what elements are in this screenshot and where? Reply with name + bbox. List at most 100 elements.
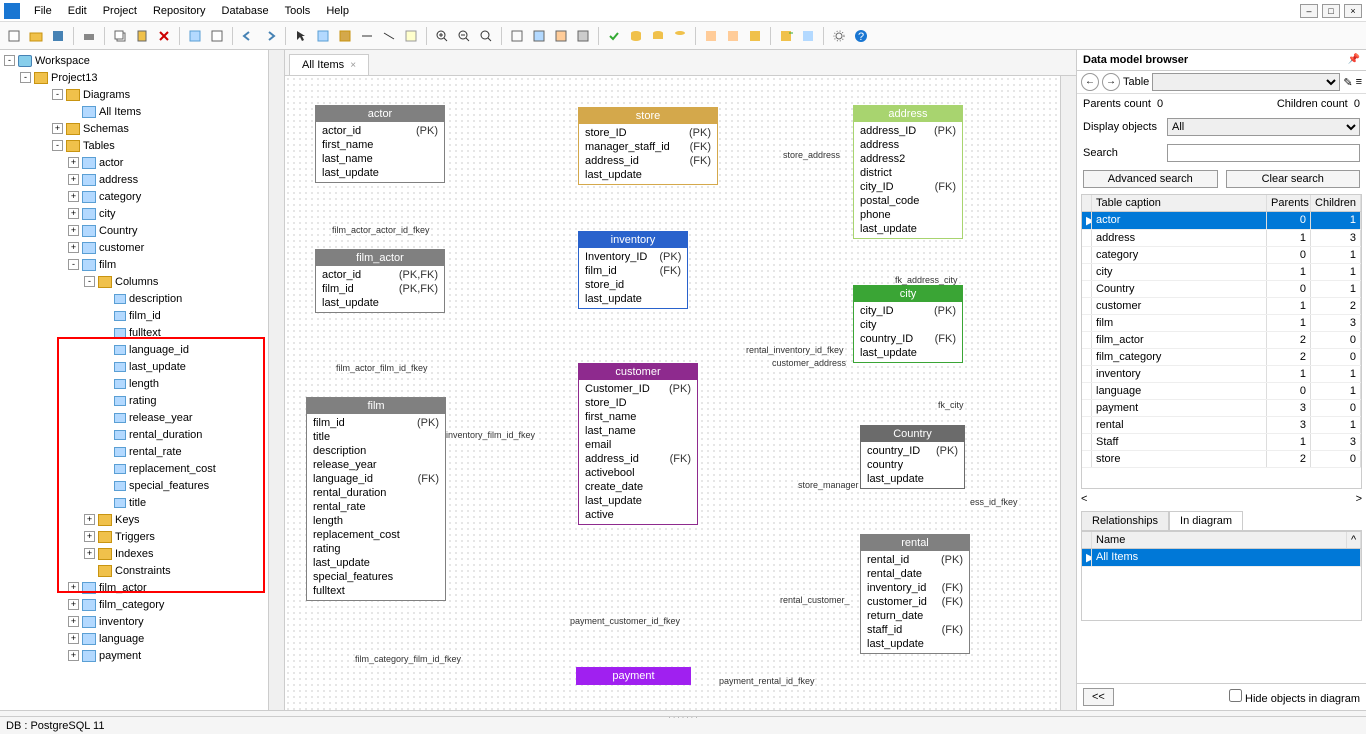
tree-item[interactable]: +city [2, 205, 282, 222]
tree-item[interactable]: -Diagrams [2, 86, 282, 103]
tree-item[interactable]: +customer [2, 239, 282, 256]
col-parents[interactable]: Parents [1267, 195, 1311, 211]
back-button[interactable]: << [1083, 688, 1114, 706]
db3-icon[interactable] [670, 26, 690, 46]
tree-toggle[interactable]: + [68, 174, 79, 185]
tree-scrollbar[interactable] [268, 50, 284, 710]
tree-item[interactable]: +film_category [2, 596, 282, 613]
display-select[interactable]: All [1167, 118, 1360, 136]
tree-item[interactable]: rating [2, 392, 282, 409]
entity-column[interactable]: last_update [318, 166, 442, 180]
tree-item[interactable]: last_update [2, 358, 282, 375]
open-icon[interactable] [26, 26, 46, 46]
tree-item[interactable]: -Tables [2, 137, 282, 154]
entity-column[interactable]: actor_id(PK) [318, 124, 442, 138]
tree-toggle[interactable]: + [68, 650, 79, 661]
entity-column[interactable]: rental_id(PK) [863, 553, 967, 567]
entity-column[interactable]: city [856, 318, 960, 332]
advanced-search-button[interactable]: Advanced search [1083, 170, 1218, 188]
entity-film_actor[interactable]: film_actoractor_id(PK,FK)film_id(PK,FK)l… [315, 249, 445, 313]
tree-item[interactable]: fulltext [2, 324, 282, 341]
table-row[interactable]: category01 [1082, 247, 1361, 264]
entity-column[interactable]: city_ID(FK) [856, 180, 960, 194]
scroll-right-icon[interactable]: > [1356, 493, 1362, 505]
grid2-icon[interactable] [529, 26, 549, 46]
entity-column[interactable]: rental_rate [309, 500, 443, 514]
entity-column[interactable]: last_update [863, 472, 962, 486]
tree-item[interactable]: description [2, 290, 282, 307]
tree-toggle[interactable]: - [68, 259, 79, 270]
entity-column[interactable]: title [309, 430, 443, 444]
diagram-tab[interactable]: All Items × [289, 54, 369, 75]
entity-payment[interactable]: payment [576, 667, 691, 685]
note-icon[interactable] [401, 26, 421, 46]
col-caption[interactable]: Table caption [1092, 195, 1267, 211]
tree-item[interactable]: replacement_cost [2, 460, 282, 477]
entity-store[interactable]: storestore_ID(PK)manager_staff_id(FK)add… [578, 107, 718, 185]
entity-column[interactable]: last_name [318, 152, 442, 166]
col-name[interactable]: Name [1092, 532, 1347, 548]
tree-item[interactable]: language_id [2, 341, 282, 358]
tree-toggle[interactable]: + [68, 242, 79, 253]
table-row[interactable]: rental31 [1082, 417, 1361, 434]
tree-item[interactable]: Constraints [2, 562, 282, 579]
tree-item[interactable]: -film [2, 256, 282, 273]
tree-toggle[interactable]: - [20, 72, 31, 83]
relation-icon[interactable] [357, 26, 377, 46]
redo-icon[interactable] [260, 26, 280, 46]
entity-column[interactable]: store_id [581, 278, 685, 292]
entity-column[interactable]: film_id(PK) [309, 416, 443, 430]
props-icon[interactable] [185, 26, 205, 46]
entity-column[interactable]: last_update [581, 168, 715, 182]
tree-item[interactable]: +actor [2, 154, 282, 171]
entity-column[interactable]: fulltext [309, 584, 443, 598]
hide-objects-label[interactable]: Hide objects in diagram [1229, 689, 1360, 705]
tree-item[interactable]: +address [2, 171, 282, 188]
entity-column[interactable]: postal_code [856, 194, 960, 208]
entity-column[interactable]: replacement_cost [309, 528, 443, 542]
tree-toggle[interactable]: - [4, 55, 15, 66]
entity-column[interactable]: Inventory_ID(PK) [581, 250, 685, 264]
table-select[interactable] [1152, 73, 1340, 91]
tree-item[interactable]: +category [2, 188, 282, 205]
entity-address[interactable]: addressaddress_ID(PK)addressaddress2dist… [853, 105, 963, 239]
paste-icon[interactable] [132, 26, 152, 46]
entity-column[interactable]: film_id(FK) [581, 264, 685, 278]
clear-search-button[interactable]: Clear search [1226, 170, 1361, 188]
entity-column[interactable]: country_ID(FK) [856, 332, 960, 346]
entity-actor[interactable]: actoractor_id(PK)first_namelast_namelast… [315, 105, 445, 183]
grid4-icon[interactable] [573, 26, 593, 46]
entity-column[interactable]: create_date [581, 480, 695, 494]
table-row[interactable]: city11 [1082, 264, 1361, 281]
diagram-row[interactable]: ▶ All Items [1082, 549, 1361, 567]
db2-icon[interactable] [648, 26, 668, 46]
tree-toggle[interactable]: + [84, 548, 95, 559]
sync3-icon[interactable] [745, 26, 765, 46]
copy-icon[interactable] [110, 26, 130, 46]
entity-column[interactable]: last_update [856, 222, 960, 236]
close-btn[interactable]: × [1344, 4, 1362, 18]
entity-column[interactable]: store_ID(PK) [581, 126, 715, 140]
tab-close-icon[interactable]: × [350, 60, 356, 71]
tree-item[interactable]: rental_duration [2, 426, 282, 443]
tree-toggle[interactable]: + [68, 208, 79, 219]
entity-column[interactable]: rating [309, 542, 443, 556]
table-tool-icon[interactable] [313, 26, 333, 46]
menu-database[interactable]: Database [214, 2, 277, 20]
tree-item[interactable]: +Indexes [2, 545, 282, 562]
entity-column[interactable]: email [581, 438, 695, 452]
pointer-icon[interactable] [291, 26, 311, 46]
entity-column[interactable]: address_id(FK) [581, 452, 695, 466]
print-icon[interactable] [79, 26, 99, 46]
table-row[interactable]: film_category20 [1082, 349, 1361, 366]
erd-canvas[interactable]: actoractor_id(PK)first_namelast_namelast… [285, 76, 1076, 710]
table-row[interactable]: payment30 [1082, 400, 1361, 417]
export-icon[interactable] [776, 26, 796, 46]
entity-column[interactable]: first_name [318, 138, 442, 152]
tree-item[interactable]: +Keys [2, 511, 282, 528]
tree-toggle[interactable]: + [68, 616, 79, 627]
entity-column[interactable]: phone [856, 208, 960, 222]
entity-column[interactable]: description [309, 444, 443, 458]
tree-item[interactable]: film_id [2, 307, 282, 324]
entity-column[interactable]: inventory_id(FK) [863, 581, 967, 595]
